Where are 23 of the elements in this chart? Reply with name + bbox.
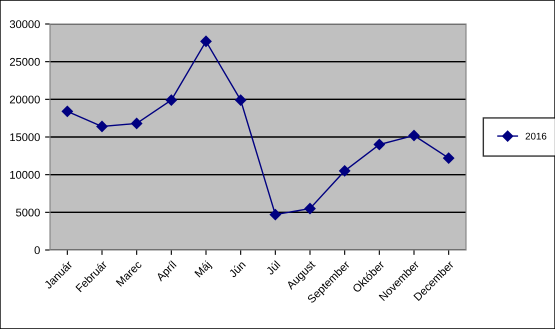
point [374,138,385,150]
y-tick-label: 30000 [10,20,40,28]
y-tick-label: 25000 [10,58,40,66]
point [131,118,142,130]
point [304,202,316,214]
point [235,94,246,106]
y-tick-label: 5000 [16,208,40,216]
point [96,120,108,132]
y-tick-label: 20000 [10,96,40,104]
point [166,94,177,106]
y-tick-label: 0 [34,246,40,254]
point [443,152,454,164]
x-tick-label: Júl [265,260,281,276]
y-tick-label: 10000 [10,170,40,179]
point [62,106,73,117]
point [408,130,420,142]
x-tick-label: Máj [194,260,213,280]
point [339,165,350,177]
point [270,208,281,220]
x-tick-label: Jún [228,260,246,278]
y-tick-label: 15000 [10,133,40,142]
legend-label: 2016 [526,132,546,140]
point [200,36,212,47]
